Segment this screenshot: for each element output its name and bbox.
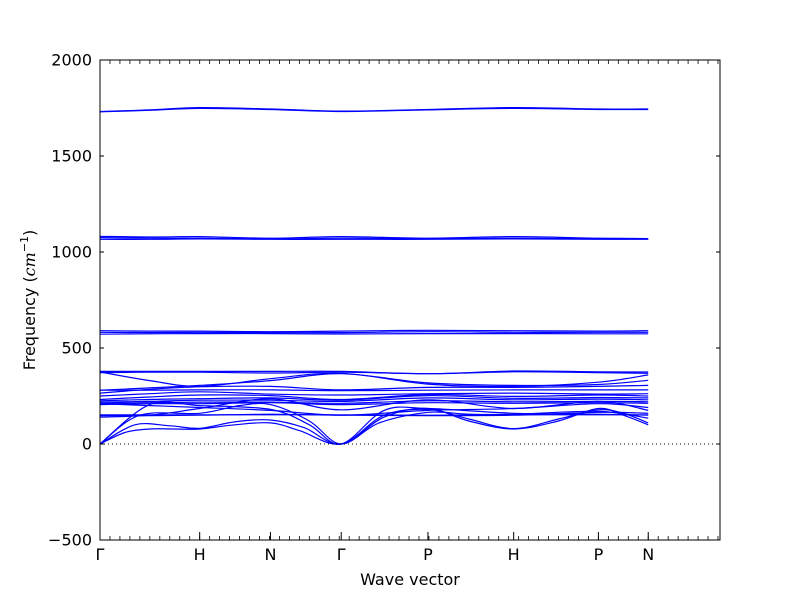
y-tick-label: 500 (61, 339, 92, 358)
band-line-12 (100, 373, 649, 391)
y-tick-label: −500 (48, 531, 92, 550)
band-line-16 (100, 393, 649, 401)
band-line-8 (100, 332, 649, 335)
band-line-13 (100, 384, 649, 394)
y-axis-title-unit: cm (20, 252, 39, 276)
x-tick-label-1: H (194, 545, 206, 564)
band-line-17 (100, 394, 649, 402)
x-tick-label-6: P (594, 545, 604, 564)
x-tick-label-7: N (642, 545, 654, 564)
band-line-2 (100, 107, 649, 113)
band-line-7 (100, 331, 649, 334)
y-tick-label: 1000 (51, 243, 92, 262)
y-axis-title-text: Frequency (20, 288, 39, 371)
plot-area-frame (99, 59, 721, 541)
y-axis-title-open: ( (20, 276, 39, 287)
band-line-18 (100, 397, 649, 403)
x-tick-label-5: H (508, 545, 520, 564)
band-line-20 (100, 402, 649, 406)
x-tick-label-4: P (423, 545, 433, 564)
y-axis-title-exponent: −1 (18, 236, 31, 252)
y-tick-label: 1500 (51, 147, 92, 166)
x-tick-label-2: N (264, 545, 276, 564)
y-axis-title: Frequency (cm−1) (18, 230, 39, 371)
band-line-24 (100, 403, 649, 416)
y-axis-title-close: ) (20, 230, 39, 236)
band-line-6 (100, 329, 649, 333)
y-tick-label: 0 (82, 435, 92, 454)
series-layer (100, 106, 649, 445)
y-tick-label: 2000 (51, 51, 92, 70)
band-line-28 (100, 402, 649, 445)
band-line-15 (100, 391, 649, 397)
x-tick-label-0: Γ (96, 545, 105, 564)
label-layer: −500 0 500 1000 1500 2000 Γ H N Γ P H P N (48, 51, 654, 565)
band-line-3 (100, 235, 649, 240)
band-line-9 (100, 370, 649, 375)
x-tick-label-3: Γ (337, 545, 346, 564)
band-line-14 (100, 389, 649, 392)
x-axis-title: Wave vector (360, 570, 460, 589)
band-line-10 (100, 371, 649, 375)
